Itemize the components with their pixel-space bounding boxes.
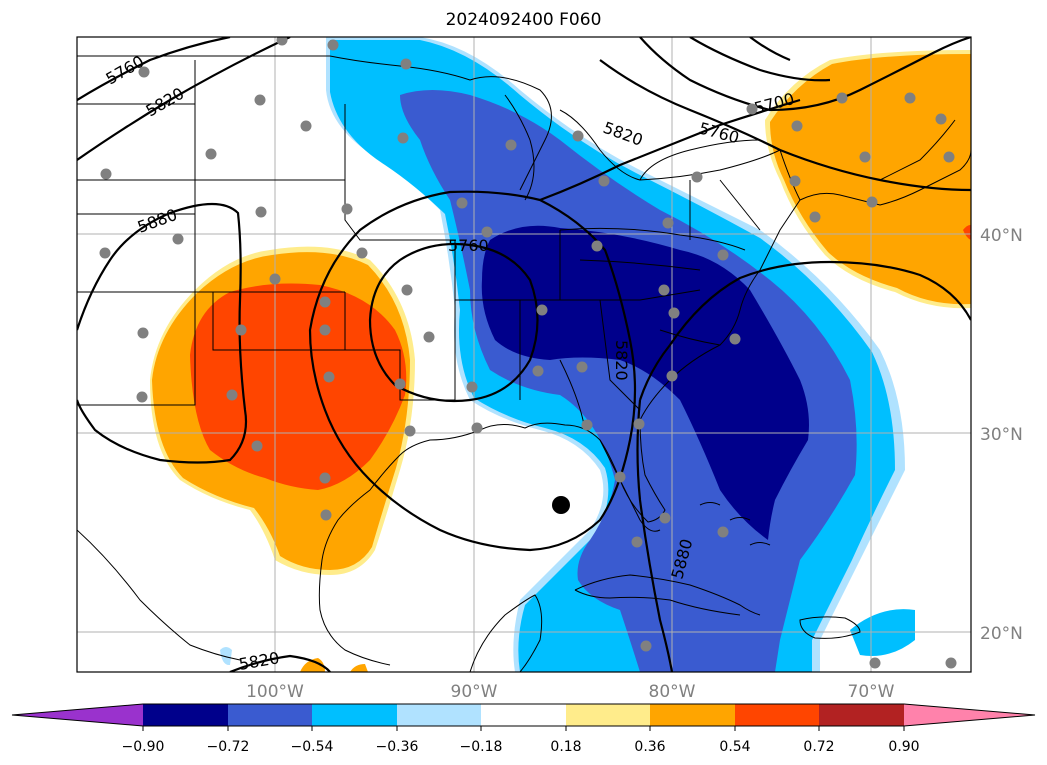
lon-label-70w: 70°W bbox=[848, 682, 895, 702]
colorbar-tick: 0.36 bbox=[634, 739, 665, 755]
lat-label-20n: 20°N bbox=[980, 624, 1023, 644]
colorbar-segment-9 bbox=[819, 704, 904, 726]
colorbar-segment-8 bbox=[735, 704, 819, 726]
colorbar-tick: 0.90 bbox=[888, 739, 919, 755]
map-plot-area: 5760 5820 5880 5760 5820 5820 5880 5820 … bbox=[77, 37, 971, 674]
colorbar-segment-2 bbox=[228, 704, 312, 726]
anomaly-band-navy bbox=[481, 225, 809, 540]
map-title: 2024092400 F060 bbox=[445, 10, 602, 30]
colorbar-tick: 0.18 bbox=[550, 739, 581, 755]
graticule bbox=[77, 37, 971, 672]
lat-label-30n: 30°N bbox=[980, 425, 1023, 445]
target-location-marker bbox=[552, 496, 570, 514]
coastlines-and-borders bbox=[77, 55, 971, 672]
colorbar-extend-low bbox=[12, 704, 143, 726]
colorbar-tick: −0.18 bbox=[460, 739, 503, 755]
contour-label-5880-w: 5880 bbox=[135, 205, 180, 237]
contour-label-5820-ne: 5820 bbox=[601, 118, 646, 150]
colorbar-tick: −0.36 bbox=[376, 739, 419, 755]
map-frame bbox=[76, 36, 972, 673]
colorbar-segment-1 bbox=[143, 704, 228, 726]
lon-label-100w: 100°W bbox=[246, 682, 304, 702]
colorbar-segment-6 bbox=[566, 704, 650, 726]
lat-label-40n: 40°N bbox=[980, 226, 1023, 246]
station-markers bbox=[99, 37, 957, 669]
colorbar: −0.90 −0.72 −0.54 −0.36 −0.18 0.18 0.36 … bbox=[11, 703, 1036, 755]
lon-label-80w: 80°W bbox=[649, 682, 696, 702]
colorbar-segment-4 bbox=[397, 704, 481, 726]
colorbar-segment-5 bbox=[481, 704, 566, 726]
colorbar-segment-3 bbox=[312, 704, 397, 726]
contour-label-5820-nw: 5820 bbox=[143, 84, 188, 121]
colorbar-tick: 0.54 bbox=[719, 739, 750, 755]
height-contours bbox=[77, 37, 971, 672]
colorbar-tick: 0.72 bbox=[803, 739, 834, 755]
colorbar-tick: −0.72 bbox=[207, 739, 250, 755]
colorbar-tick: −0.54 bbox=[291, 739, 334, 755]
colorbar-tick: −0.90 bbox=[122, 739, 165, 755]
lon-label-90w: 90°W bbox=[451, 682, 498, 702]
colorbar-extend-high bbox=[904, 704, 1035, 726]
colorbar-segment-7 bbox=[650, 704, 735, 726]
contour-label-5760-ne: 5760 bbox=[697, 119, 741, 148]
contour-label-5820-center: 5820 bbox=[612, 340, 631, 381]
contour-label-5760-low: 5760 bbox=[448, 236, 489, 255]
contour-label-5820-sw: 5820 bbox=[237, 648, 280, 674]
